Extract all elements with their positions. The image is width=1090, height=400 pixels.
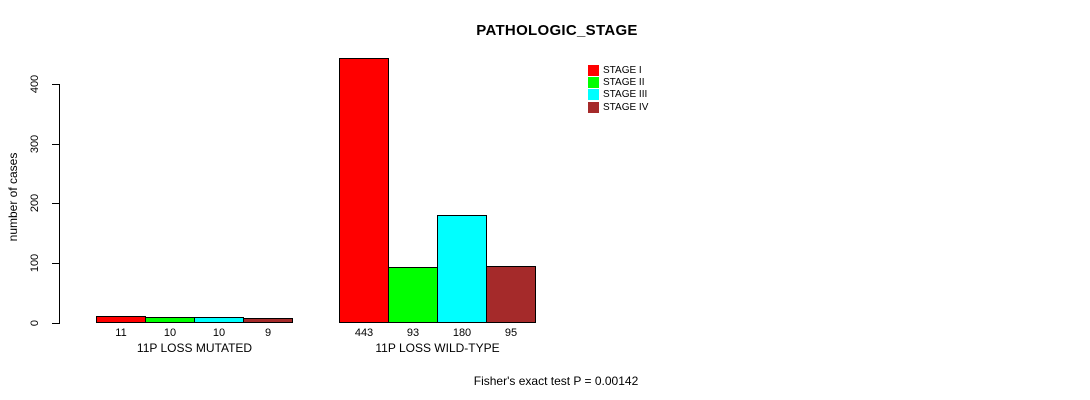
legend-label: STAGE I xyxy=(603,64,642,76)
bar-value-label: 95 xyxy=(504,327,518,339)
legend-label: STAGE IV xyxy=(603,101,649,113)
y-tick-label: 400 xyxy=(29,74,41,94)
bar-stage-iv-11p-loss-wild-type xyxy=(486,266,536,323)
chart-title: PATHOLOGIC_STAGE xyxy=(476,22,638,39)
y-axis-line xyxy=(59,84,60,324)
y-tick xyxy=(52,323,59,324)
y-tick-label: 300 xyxy=(29,134,41,154)
y-tick xyxy=(52,263,59,264)
bar-stage-iii-11p-loss-wild-type xyxy=(437,215,487,323)
y-tick xyxy=(52,144,59,145)
y-tick-label: 200 xyxy=(29,193,41,213)
annotation-fisher-test: Fisher's exact test P = 0.00142 xyxy=(473,374,639,388)
legend-item-stage-iv: STAGE IV xyxy=(588,101,648,113)
bar-value-label: 10 xyxy=(163,327,177,339)
legend: STAGE I STAGE II STAGE III STAGE IV xyxy=(588,64,648,114)
legend-swatch-stage-iv xyxy=(588,101,599,113)
bar-value-label: 9 xyxy=(264,327,272,339)
legend-item-stage-i: STAGE I xyxy=(588,64,648,76)
y-tick xyxy=(52,203,59,204)
bar-stage-i-11p-loss-wild-type xyxy=(339,58,389,323)
bar-stage-iii-11p-loss-mutated xyxy=(194,317,244,323)
bar-stage-iv-11p-loss-mutated xyxy=(243,318,293,323)
y-tick-label: 0 xyxy=(29,319,41,327)
bar-value-label: 443 xyxy=(354,327,374,339)
legend-swatch-stage-iii xyxy=(588,89,599,101)
legend-label: STAGE II xyxy=(603,77,645,89)
legend-label: STAGE III xyxy=(603,89,648,101)
group-label-11p-loss-wild-type: 11P LOSS WILD-TYPE xyxy=(375,341,500,355)
bar-stage-ii-11p-loss-mutated xyxy=(145,317,195,323)
bar-value-label: 180 xyxy=(452,327,472,339)
bar-value-label: 11 xyxy=(115,327,127,339)
group-label-11p-loss-mutated: 11P LOSS MUTATED xyxy=(136,341,253,355)
legend-item-stage-ii: STAGE II xyxy=(588,76,648,89)
legend-swatch-stage-i xyxy=(588,64,599,76)
legend-item-stage-iii: STAGE III xyxy=(588,89,648,101)
bar-stage-ii-11p-loss-wild-type xyxy=(388,267,438,323)
y-axis-label: number of cases xyxy=(6,152,20,242)
bar-value-label: 93 xyxy=(406,327,420,339)
y-tick xyxy=(52,84,59,85)
legend-swatch-stage-ii xyxy=(588,77,599,89)
bar-stage-i-11p-loss-mutated xyxy=(96,316,146,323)
y-tick-label: 100 xyxy=(29,253,41,273)
bar-value-label: 10 xyxy=(212,327,226,339)
